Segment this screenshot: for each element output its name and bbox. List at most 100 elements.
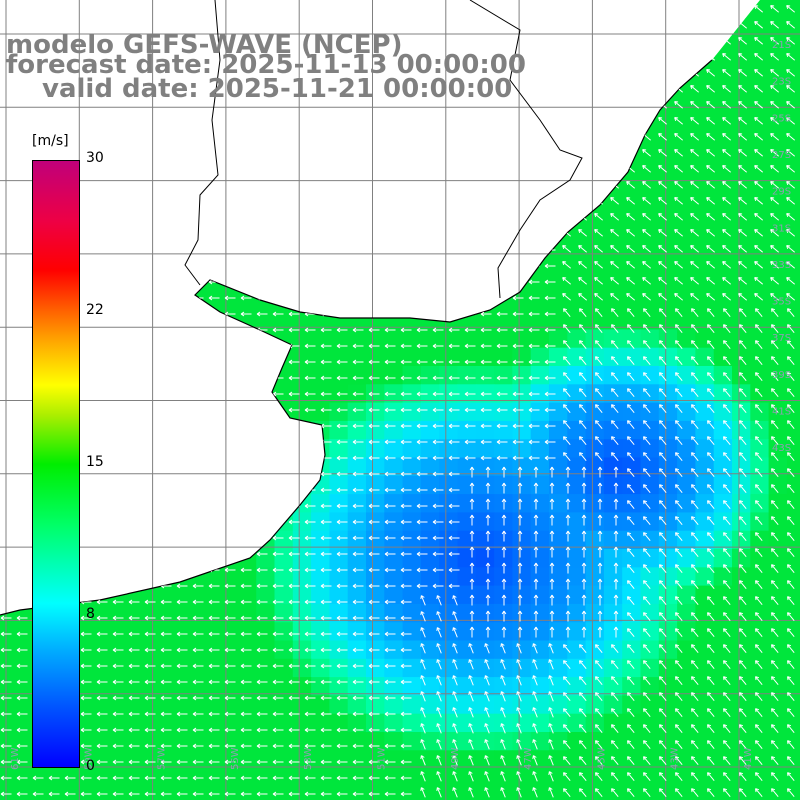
- wind-arrow: [272, 695, 284, 701]
- wind-arrow: [613, 498, 619, 510]
- wind-arrow: [436, 659, 442, 670]
- wind-arrow: [674, 197, 684, 205]
- speed-cell: [494, 109, 513, 129]
- wind-arrow: [288, 615, 300, 621]
- wind-arrow: [658, 245, 668, 253]
- speed-cell: [732, 54, 751, 74]
- wind-arrow: [416, 23, 428, 29]
- wind-arrow: [642, 293, 652, 301]
- wind-arrow: [755, 436, 763, 446]
- speed-cell: [658, 658, 678, 678]
- wind-arrow: [128, 615, 140, 621]
- speed-cell: [402, 494, 422, 513]
- speed-cell: [512, 219, 532, 239]
- wind-arrow: [469, 610, 475, 622]
- wind-arrow: [160, 695, 172, 701]
- wind-arrow: [706, 165, 716, 173]
- wind-arrow: [336, 215, 348, 221]
- speed-cell: [402, 530, 422, 550]
- wind-arrow: [643, 404, 651, 414]
- speed-cell: [677, 36, 696, 56]
- wind-arrow: [675, 708, 683, 718]
- speed-cell: [622, 677, 642, 696]
- speed-cell: [366, 695, 385, 715]
- speed-cell: [384, 109, 404, 129]
- wind-arrow: [208, 407, 220, 413]
- wind-arrow: [208, 519, 220, 525]
- speed-cell: [256, 256, 276, 276]
- wind-arrow: [160, 503, 172, 509]
- speed-cell: [237, 128, 257, 147]
- speed-cell: [439, 402, 459, 422]
- wind-arrow: [787, 340, 795, 350]
- wind-arrow: [565, 466, 571, 478]
- wind-arrow: [755, 612, 763, 622]
- wind-arrow: [548, 691, 554, 702]
- wind-arrow: [176, 375, 188, 381]
- wind-arrow: [160, 391, 172, 397]
- wind-arrow: [594, 85, 604, 93]
- speed-cell: [475, 713, 495, 733]
- wind-arrow: [16, 439, 28, 445]
- speed-cell: [347, 128, 367, 147]
- speed-cell: [658, 36, 678, 56]
- lon-label: 59W: [83, 747, 94, 770]
- wind-arrow: [496, 359, 508, 365]
- wind-arrow: [516, 739, 522, 750]
- speed-cell: [732, 640, 751, 660]
- speed-cell: [786, 219, 800, 239]
- wind-arrow: [578, 5, 588, 13]
- wind-arrow: [420, 611, 426, 622]
- wind-arrow: [723, 404, 731, 414]
- speed-cell: [420, 768, 440, 788]
- wind-arrow: [16, 407, 28, 413]
- speed-cell: [256, 146, 276, 166]
- speed-cell: [439, 128, 459, 147]
- wind-arrow: [563, 452, 571, 462]
- speed-cell: [786, 73, 800, 93]
- wind-arrow: [690, 101, 700, 109]
- speed-cell: [585, 585, 605, 605]
- speed-cell: [146, 695, 166, 715]
- wind-arrow: [288, 711, 300, 717]
- speed-cell: [0, 713, 19, 733]
- wind-arrow: [755, 692, 763, 702]
- speed-cell: [549, 713, 568, 733]
- speed-cell: [585, 201, 605, 221]
- wind-arrow: [562, 277, 572, 285]
- wind-arrow: [128, 759, 140, 765]
- speed-cell: [420, 494, 440, 513]
- speed-cell: [128, 475, 147, 495]
- speed-cell: [347, 201, 367, 221]
- wind-arrow: [16, 487, 28, 493]
- speed-cell: [732, 183, 751, 202]
- wind-arrow: [96, 167, 108, 173]
- wind-arrow: [739, 676, 747, 686]
- wind-arrow: [610, 197, 620, 205]
- speed-cell: [164, 146, 184, 166]
- speed-cell: [475, 677, 495, 696]
- speed-cell: [530, 146, 550, 166]
- wind-arrow: [304, 551, 316, 557]
- speed-cell: [128, 366, 147, 385]
- speed-cell: [402, 0, 422, 19]
- wind-arrow: [754, 293, 764, 301]
- wind-arrow: [368, 215, 380, 221]
- wind-arrow: [468, 675, 474, 686]
- wind-arrow: [336, 247, 348, 253]
- speed-cell: [439, 475, 459, 495]
- wind-arrow: [64, 119, 76, 125]
- wind-arrow: [627, 404, 635, 414]
- speed-cell: [695, 549, 715, 568]
- speed-cell: [0, 329, 19, 349]
- speed-cell: [732, 219, 751, 239]
- wind-arrow: [80, 519, 92, 525]
- speed-cell: [713, 439, 733, 459]
- wind-arrow: [464, 167, 476, 173]
- wind-arrow: [96, 7, 108, 13]
- speed-cell: [402, 109, 422, 129]
- wind-arrow: [786, 213, 796, 221]
- wind-arrow: [659, 356, 667, 366]
- wind-arrow: [256, 199, 268, 205]
- wind-arrow: [96, 423, 108, 429]
